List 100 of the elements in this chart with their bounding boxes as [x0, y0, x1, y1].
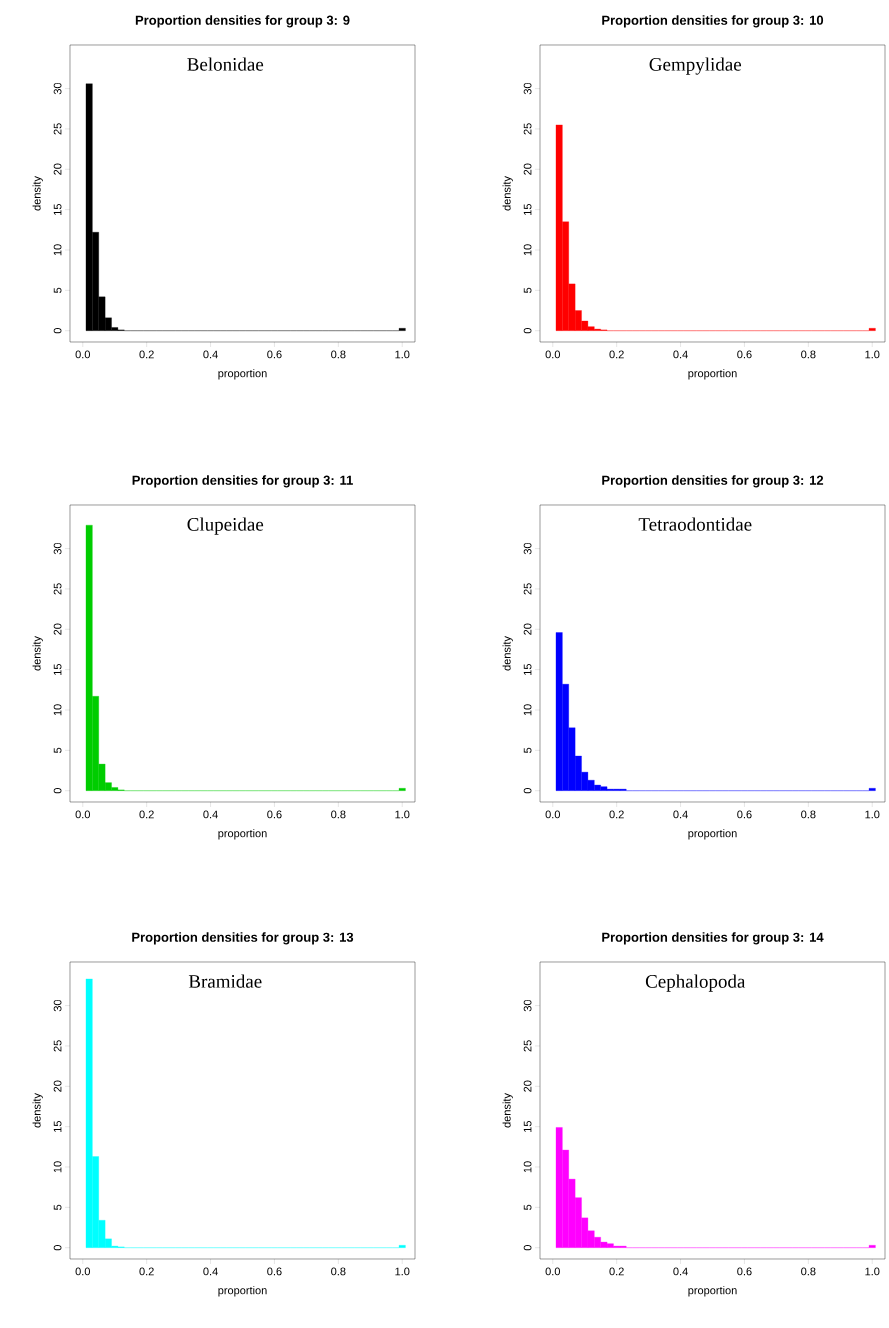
y-tick-label: 0	[523, 788, 532, 794]
y-axis-title: density	[32, 1093, 43, 1128]
y-tick-label: 20	[523, 163, 532, 175]
x-tick-label: 0.4	[203, 810, 218, 819]
y-tick-label: 20	[53, 163, 62, 175]
y-tick-label: 5	[523, 1204, 532, 1210]
x-tick-label: 0.6	[737, 350, 752, 359]
x-tick-label: 0.0	[545, 1267, 560, 1276]
y-tick-label: 5	[53, 287, 62, 293]
x-tick-label: 0.0	[75, 810, 90, 819]
y-axis-title: density	[32, 636, 43, 671]
y-axis-title: density	[502, 176, 513, 211]
annotation: Cephalopoda	[645, 974, 746, 992]
y-tick-label: 10	[523, 704, 532, 716]
y-tick-label: 0	[53, 1245, 62, 1251]
y-tick-label: 25	[523, 1040, 532, 1052]
x-tick-label: 0.6	[737, 810, 752, 819]
x-tick-label: 0.4	[203, 350, 218, 359]
x-tick-label: 0.4	[673, 810, 688, 819]
x-tick-label: 0.8	[801, 810, 816, 819]
y-tick-label: 10	[523, 1161, 532, 1173]
x-tick-label: 0.8	[331, 350, 346, 359]
x-tick-label: 1.0	[865, 810, 880, 819]
y-axis-title: density	[32, 176, 43, 211]
y-tick-label: 20	[53, 623, 62, 635]
x-tick-label: 0.8	[331, 1267, 346, 1276]
y-tick-label: 15	[523, 1120, 532, 1132]
x-tick-label: 0.0	[75, 350, 90, 359]
x-tick-label: 0.6	[267, 810, 282, 819]
y-tick-label: 25	[53, 1040, 62, 1052]
chart-title: Proportion densities for group 3: 10	[602, 15, 824, 28]
y-tick-label: 30	[523, 82, 532, 95]
y-tick-label: 10	[523, 244, 532, 256]
y-axis-title: density	[502, 1093, 513, 1128]
x-tick-label: 0.2	[609, 350, 624, 359]
x-tick-label: 0.4	[203, 1267, 218, 1276]
x-tick-label: 0.6	[267, 350, 282, 359]
y-tick-label: 20	[53, 1080, 62, 1092]
chart-title: Proportion densities for group 3: 9	[135, 15, 350, 28]
y-tick-label: 30	[53, 82, 62, 95]
y-tick-label: 10	[53, 1161, 62, 1173]
y-tick-label: 0	[523, 1245, 532, 1251]
y-tick-label: 5	[523, 287, 532, 293]
y-tick-label: 15	[53, 663, 62, 675]
annotation: Belonidae	[187, 57, 264, 71]
x-tick-label: 1.0	[395, 350, 410, 359]
chart-title: Proportion densities for group 3: 11	[132, 475, 353, 488]
x-tick-label: 1.0	[395, 1267, 410, 1276]
y-tick-label: 5	[523, 747, 532, 753]
x-tick-label: 0.4	[673, 350, 688, 359]
annotation: Tetraodontidae	[638, 517, 752, 531]
y-tick-label: 25	[53, 123, 62, 135]
y-tick-label: 10	[53, 704, 62, 716]
x-tick-label: 0.2	[609, 1267, 624, 1276]
x-tick-label: 0.2	[139, 810, 154, 819]
x-axis-title: proportion	[218, 829, 267, 840]
x-tick-label: 0.2	[609, 810, 624, 819]
x-tick-label: 0.8	[801, 350, 816, 359]
y-tick-label: 15	[53, 1120, 62, 1132]
x-tick-label: 0.0	[545, 810, 560, 819]
x-tick-label: 0.2	[139, 350, 154, 359]
x-tick-label: 0.6	[737, 1267, 752, 1276]
y-tick-label: 15	[523, 663, 532, 675]
y-tick-label: 0	[53, 328, 62, 334]
x-tick-label: 1.0	[865, 1267, 880, 1276]
x-axis-title: proportion	[688, 369, 737, 380]
y-tick-label: 0	[523, 328, 532, 334]
x-tick-label: 0.2	[139, 1267, 154, 1276]
y-tick-label: 15	[53, 203, 62, 215]
y-tick-label: 30	[53, 542, 62, 555]
x-axis-title: proportion	[218, 369, 267, 380]
x-axis-title: proportion	[688, 829, 737, 840]
annotation: Bramidae	[188, 974, 262, 988]
y-axis-title: density	[502, 636, 513, 671]
x-axis-title: proportion	[688, 1286, 737, 1297]
y-tick-label: 5	[53, 1204, 62, 1210]
x-tick-label: 0.0	[545, 350, 560, 359]
x-tick-label: 0.8	[331, 810, 346, 819]
x-tick-label: 1.0	[865, 350, 880, 359]
x-tick-label: 0.8	[801, 1267, 816, 1276]
chart-title: Proportion densities for group 3: 13	[132, 932, 354, 945]
y-tick-label: 20	[523, 623, 532, 635]
annotation: Clupeidae	[187, 517, 264, 535]
y-tick-label: 30	[53, 999, 62, 1012]
chart-title: Proportion densities for group 3: 14	[602, 932, 824, 945]
y-tick-label: 10	[53, 244, 62, 256]
y-tick-label: 15	[523, 203, 532, 215]
x-tick-label: 0.0	[75, 1267, 90, 1276]
x-axis-title: proportion	[218, 1286, 267, 1297]
chart-title: Proportion densities for group 3: 12	[602, 475, 824, 488]
x-tick-label: 0.6	[267, 1267, 282, 1276]
y-tick-label: 0	[53, 788, 62, 794]
y-tick-label: 20	[523, 1080, 532, 1092]
x-tick-label: 1.0	[395, 810, 410, 819]
y-tick-label: 5	[53, 747, 62, 753]
y-tick-label: 25	[523, 123, 532, 135]
annotation: Gempylidae	[649, 57, 742, 75]
y-tick-label: 25	[523, 583, 532, 595]
y-tick-label: 30	[523, 999, 532, 1012]
y-tick-label: 30	[523, 542, 532, 555]
